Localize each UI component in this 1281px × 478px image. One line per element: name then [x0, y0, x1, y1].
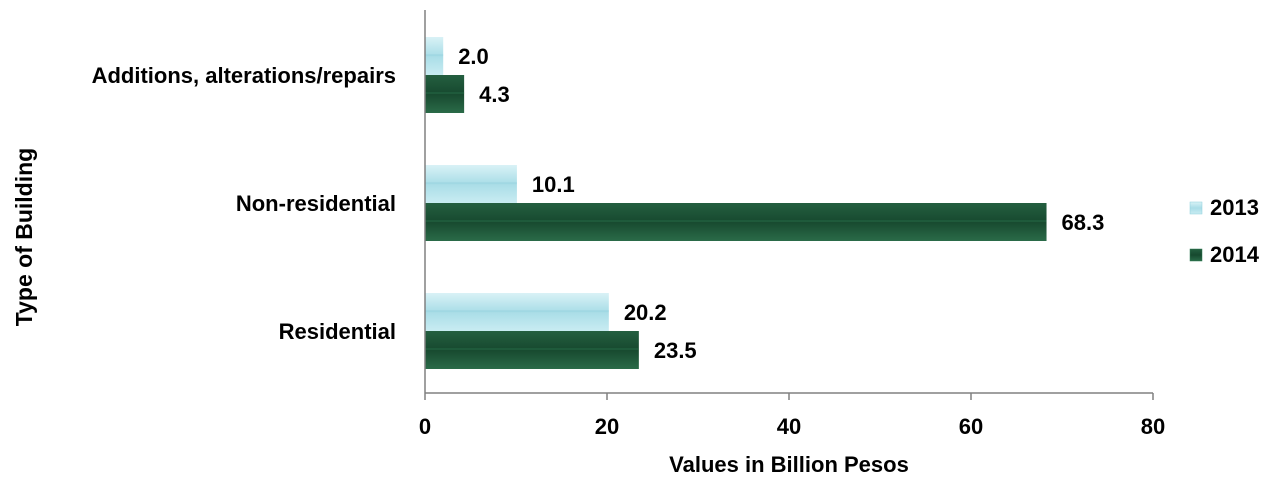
data-label: 68.3 — [1062, 210, 1105, 235]
legend-swatch-2014 — [1189, 248, 1203, 262]
data-label: 4.3 — [479, 82, 510, 107]
bar-texture-2013 — [425, 310, 609, 313]
y-axis-title: Type of Building — [11, 148, 37, 326]
category-label: Non-residential — [236, 191, 396, 216]
bar-texture-2013 — [425, 54, 444, 57]
bar-2013 — [425, 37, 444, 75]
x-tick-label: 40 — [777, 414, 801, 439]
data-label: 10.1 — [532, 172, 575, 197]
value-labels-group: 2.0 4.3 10.1 68.3 20.2 23.5 — [458, 44, 1104, 363]
data-label: 2.0 — [458, 44, 489, 69]
data-label: 20.2 — [624, 300, 667, 325]
bar-2013 — [425, 165, 517, 203]
bar-2013 — [425, 293, 609, 331]
bar-texture-2014 — [425, 92, 465, 95]
legend-label: 2014 — [1210, 242, 1260, 267]
bar-texture-2013 — [425, 182, 517, 185]
legend: 2013 2014 — [1189, 195, 1260, 267]
x-tick-label: 80 — [1141, 414, 1165, 439]
x-tick-label: 20 — [595, 414, 619, 439]
bar-texture-2014 — [425, 220, 1047, 223]
x-tick-label: 0 — [419, 414, 431, 439]
bar-texture-2014 — [425, 348, 639, 351]
category-label: Additions, alterations/repairs — [92, 63, 396, 88]
bar-2014 — [425, 203, 1047, 241]
bars-group — [425, 37, 1047, 369]
data-label: 23.5 — [654, 338, 697, 363]
bar-2014 — [425, 331, 639, 369]
category-labels-group: Additions, alterations/repairs Non-reside… — [92, 63, 396, 344]
x-tick-label: 60 — [959, 414, 983, 439]
legend-swatch-2013 — [1189, 201, 1203, 215]
category-label: Residential — [279, 319, 396, 344]
bar-2014 — [425, 75, 465, 113]
legend-label: 2013 — [1210, 195, 1259, 220]
x-axis-title: Values in Billion Pesos — [669, 452, 909, 477]
x-ticks-group: 0 20 40 60 80 — [419, 393, 1165, 439]
